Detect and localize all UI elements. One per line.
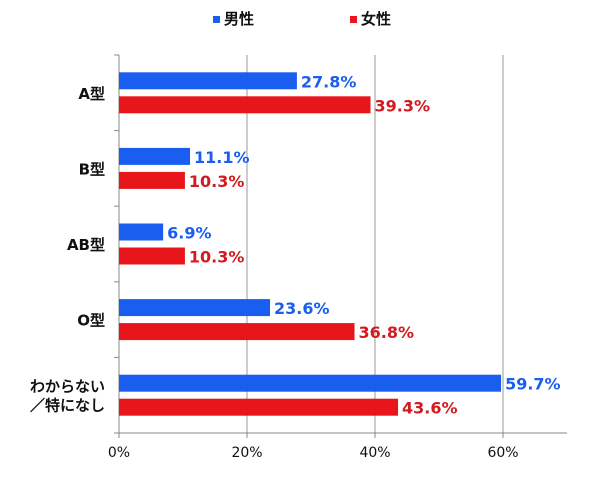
category-label-line: B型 [79,160,105,178]
category-label: AB型 [67,236,105,254]
legend-label-male: 男性 [224,10,254,28]
bar-female [119,96,371,114]
data-label-female: 36.8% [359,323,415,342]
data-label-male: 27.8% [301,72,357,91]
legend-label-female: 女性 [361,10,391,28]
data-label-male: 59.7% [505,375,561,394]
data-label-female: 10.3% [189,172,245,191]
gridlines [246,55,504,433]
category-label: A型 [78,85,105,103]
data-label-male: 6.9% [167,224,211,243]
category-label-line: わからない [30,378,105,396]
category-label-line: ／特になし [30,397,105,415]
data-label-female: 39.3% [375,96,431,115]
bar-female [119,247,185,265]
legend-swatch-male [213,16,220,23]
data-label-female: 43.6% [402,399,458,418]
x-tick-label: 60% [487,445,518,461]
x-tick-labels: 0% 20% 40% 60% [108,445,519,461]
axes [114,54,567,438]
data-label-male: 11.1% [194,148,250,167]
bar-male [119,147,191,165]
bar-male [119,223,164,241]
data-labels: 27.8% 39.3% 11.1% 10.3% 6.9% 10.3% 23.6% 36.8% 5… [167,72,560,417]
x-tick-label: 0% [108,445,130,461]
bar-male [119,299,271,317]
legend-swatch-female [350,16,357,23]
data-label-female: 10.3% [189,248,245,267]
x-tick-label: 40% [359,445,390,461]
bar-male [119,374,502,392]
bar-female [119,323,355,341]
x-tick-label: 20% [231,445,262,461]
bar-male [119,72,297,90]
bar-female [119,171,185,189]
data-label-male: 23.6% [274,299,330,318]
legend: 男性 女性 [213,10,391,28]
category-label-line: AB型 [67,236,105,254]
category-label: O型 [77,312,105,330]
category-label: B型 [79,160,105,178]
category-label-line: A型 [78,85,105,103]
bars [119,72,502,416]
category-label-line: O型 [77,312,105,330]
bar-female [119,398,399,416]
category-label: わからない／特になし [30,378,105,415]
